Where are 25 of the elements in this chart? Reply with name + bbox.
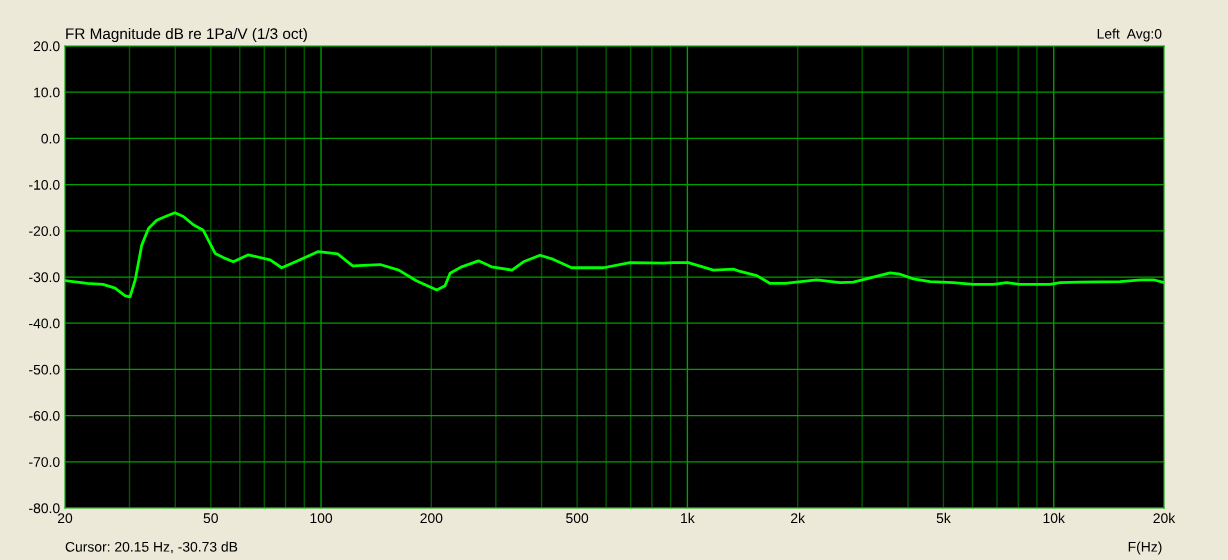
- y-tick-label: 0.0: [41, 133, 60, 144]
- y-tick-label: -80.0: [29, 503, 60, 514]
- x-tick-label: 20k: [1153, 512, 1176, 524]
- x-tick-label: 5k: [936, 512, 951, 524]
- x-tick-label: 200: [420, 513, 443, 524]
- y-tick-label: -60.0: [29, 410, 60, 421]
- x-tick-label: 1k: [681, 512, 695, 523]
- y-tick-label: 10.0: [34, 87, 60, 98]
- x-tick-label: 20: [57, 513, 73, 524]
- y-tick-label: -30.0: [29, 272, 60, 283]
- y-tick-label: -10.0: [29, 179, 60, 190]
- x-tick-label: 500: [566, 513, 589, 524]
- x-tick-label: 100: [310, 513, 333, 524]
- x-axis-title: F(Hz): [1128, 541, 1162, 555]
- y-tick-label: -50.0: [29, 364, 60, 375]
- text: Left Avg:0: [1097, 28, 1162, 42]
- y-tick-label: -40.0: [29, 318, 60, 329]
- y-tick-label: 20.0: [33, 41, 60, 52]
- text: Cursor: 20.15 Hz, -30.73 dB: [65, 541, 238, 554]
- y-tick-label: -20.0: [29, 226, 60, 236]
- chart-title: FR Magnitude dB re 1Pa/V (1/3 oct): [66, 27, 307, 43]
- x-tick-label: 2k: [791, 512, 806, 523]
- x-tick-label: 10k: [1043, 512, 1065, 524]
- y-tick-label: -70.0: [29, 457, 60, 467]
- x-tick-label: 50: [203, 513, 218, 524]
